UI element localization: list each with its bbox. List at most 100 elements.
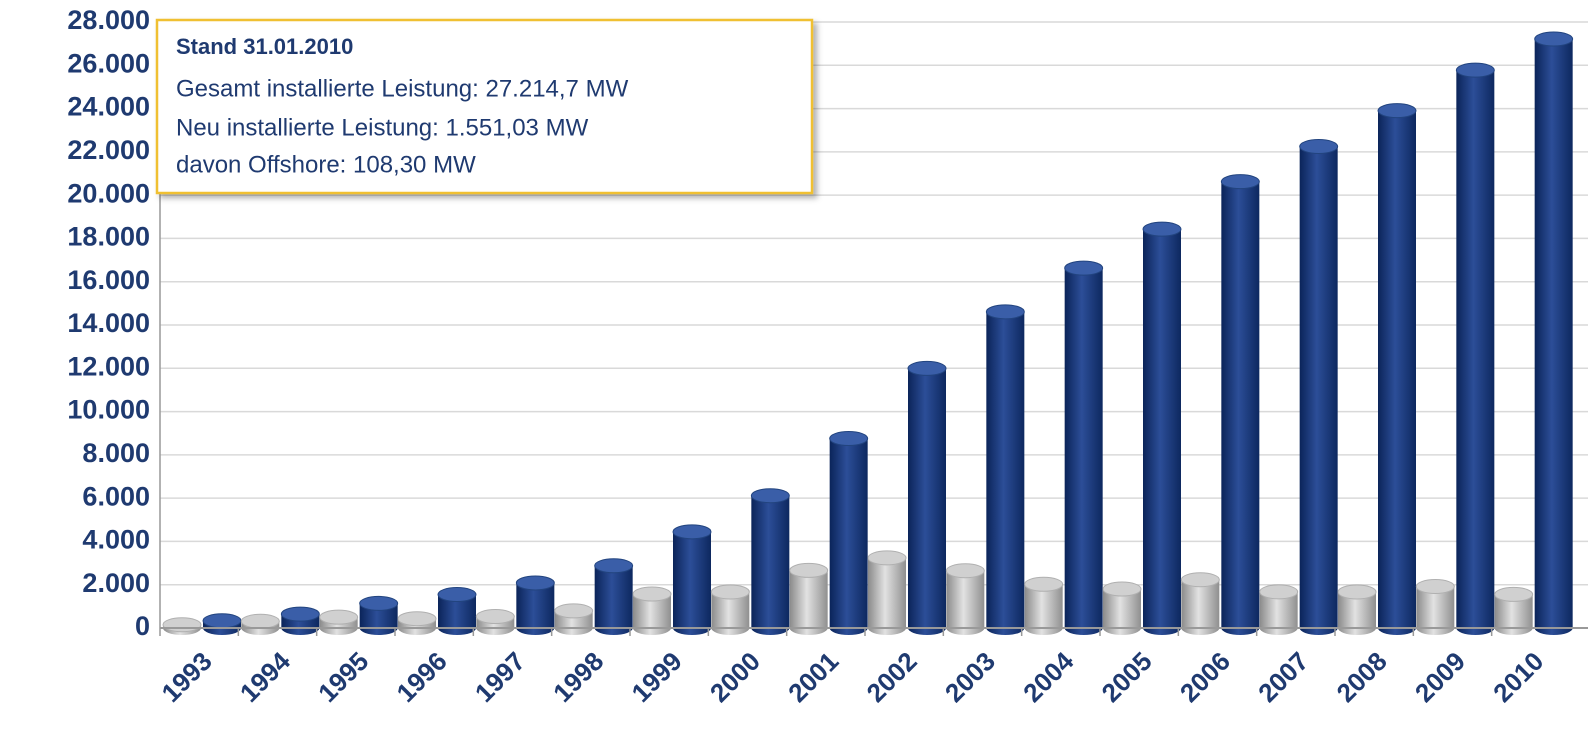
x-tick-label: 2009 [1409, 646, 1471, 708]
bar-top [475, 609, 515, 625]
x-tick-label: 2000 [704, 646, 766, 708]
bar-top [1534, 31, 1574, 47]
bar-top [829, 431, 869, 447]
bar [397, 611, 437, 635]
bar [240, 613, 280, 635]
bar-top [397, 611, 437, 627]
y-tick-label: 2.000 [82, 568, 150, 598]
bar-top [789, 562, 829, 578]
bar [945, 563, 985, 635]
bar [1494, 586, 1534, 635]
bar-top [280, 606, 320, 622]
bar-body [1024, 584, 1063, 635]
bar-top [1299, 139, 1339, 155]
y-tick-label: 24.000 [67, 92, 150, 122]
y-tick-label: 8.000 [82, 438, 150, 468]
x-tick-label: 2008 [1331, 646, 1393, 708]
y-tick-label: 20.000 [67, 178, 150, 208]
bar-top [632, 586, 672, 602]
bar-body [673, 531, 711, 635]
bar-body [438, 594, 476, 635]
bar [475, 609, 515, 635]
bar [319, 609, 359, 635]
annotation-line: Stand 31.01.2010 [176, 34, 353, 59]
bar-body [1181, 579, 1220, 635]
bar-body [1416, 586, 1455, 635]
x-tick-label: 1995 [312, 646, 374, 708]
bar [280, 606, 320, 635]
bar-top [515, 575, 555, 591]
x-tick-label: 2006 [1174, 646, 1236, 708]
x-tick-label: 2010 [1487, 646, 1549, 708]
bar-body [1494, 594, 1533, 635]
y-tick-label: 28.000 [67, 5, 150, 35]
bar-body [1456, 70, 1495, 636]
bar [985, 304, 1025, 636]
x-tick-label: 2005 [1096, 646, 1158, 708]
x-tick-label: 1994 [234, 646, 296, 708]
bar [1415, 579, 1455, 635]
bar [710, 584, 750, 635]
x-tick-label: 2001 [782, 646, 844, 708]
bar [202, 613, 242, 635]
bar-top [162, 617, 202, 633]
bar [1064, 260, 1104, 635]
bar-top [1024, 576, 1064, 592]
bar [437, 587, 477, 635]
bar-top [554, 603, 594, 619]
bar [789, 562, 829, 635]
annotation-line: Neu installierte Leistung: 1.551,03 MW [176, 114, 589, 141]
bar [1102, 581, 1142, 635]
x-tick-label: 1999 [626, 646, 688, 708]
bar [829, 431, 869, 635]
bar-body [594, 565, 633, 635]
bar-top [672, 524, 712, 540]
bar [515, 575, 555, 635]
bar-top [1455, 62, 1495, 78]
y-tick-label: 12.000 [67, 351, 150, 381]
bar-top [1064, 260, 1104, 276]
x-tick-label: 1998 [547, 646, 609, 708]
bar-top [1259, 584, 1299, 600]
bar-top [594, 558, 634, 574]
bar-top [240, 613, 280, 629]
bar-top [945, 563, 985, 579]
bar-body [789, 570, 828, 635]
bar-top [437, 587, 477, 603]
bar-body [1143, 229, 1181, 635]
bar-top [1142, 221, 1182, 237]
y-tick-label: 16.000 [67, 265, 150, 295]
x-tick-label: 2003 [939, 646, 1001, 708]
bar-body [986, 311, 1025, 636]
y-tick-label: 6.000 [82, 481, 150, 511]
x-tick-label: 1993 [156, 646, 218, 708]
bar-top [1377, 103, 1417, 119]
bar-top [359, 595, 399, 611]
bar [867, 550, 907, 635]
bar [1299, 139, 1339, 635]
bar-body [633, 594, 671, 635]
bar-top [867, 550, 907, 566]
x-tick-label: 2002 [861, 646, 923, 708]
bar-top [750, 488, 790, 504]
bar-body [908, 368, 946, 635]
bar-body [516, 582, 555, 635]
annotation-box: Stand 31.01.2010 Gesamt installierte Lei… [155, 18, 814, 195]
bar-body [711, 591, 750, 635]
y-tick-label: 26.000 [67, 48, 150, 78]
bar [1220, 174, 1260, 635]
x-tick-label: 1996 [391, 646, 453, 708]
bar-body [1378, 110, 1416, 636]
bar [672, 524, 712, 635]
y-tick-label: 18.000 [67, 222, 150, 252]
annotation-line: davon Offshore: 108,30 MW [176, 151, 476, 178]
bar-top [202, 613, 242, 629]
x-tick-label: 2007 [1252, 646, 1314, 708]
bar-top [1180, 572, 1220, 588]
bar-top [319, 609, 359, 625]
bar [1180, 572, 1220, 635]
bar [1455, 62, 1495, 636]
bar-body [1221, 181, 1260, 635]
bar-top [1415, 579, 1455, 595]
